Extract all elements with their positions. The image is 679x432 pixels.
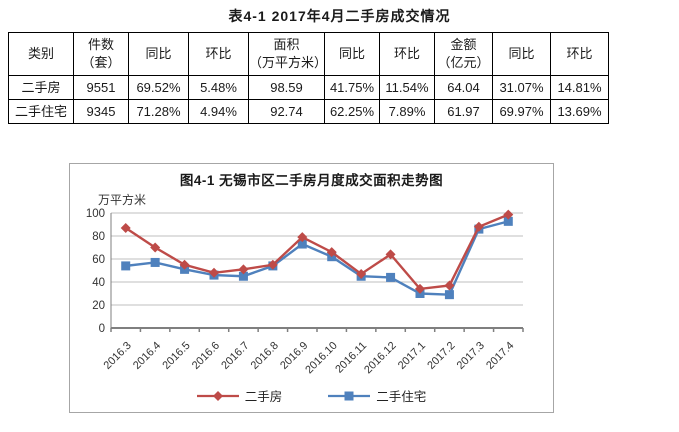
data-point-square <box>503 216 513 226</box>
y-axis-unit-label: 万平方米 <box>98 193 147 207</box>
data-point-diamond <box>503 209 514 220</box>
table-cell: 二手住宅 <box>8 99 74 124</box>
data-point-diamond <box>120 222 131 233</box>
table-row: 二手房 9551 69.52% 5.48% 98.59 41.75% 11.54% 64.04… <box>8 75 609 100</box>
table-cell: 69.52% <box>128 75 189 100</box>
table-cell: 92.74 <box>248 99 325 124</box>
chart-title: 图4-1 无锡市区二手房月度成交面积走势图 <box>179 173 444 188</box>
table-cell: 13.69% <box>550 99 609 124</box>
data-point-diamond <box>179 259 190 270</box>
table-cell: 62.25% <box>324 99 380 124</box>
data-point-square <box>238 271 248 281</box>
data-point-diamond <box>297 232 308 243</box>
data-point-square <box>386 272 396 282</box>
data-point-diamond <box>473 221 484 232</box>
table-cell: 4.94% <box>188 99 249 124</box>
x-axis-tick-label: 2016.7 <box>219 340 251 372</box>
table-header-cell: 环比 <box>188 32 249 76</box>
data-point-diamond <box>150 242 161 253</box>
legend-label: 二手房 <box>244 390 283 404</box>
table-header-cell: 金额 （亿元） <box>434 32 493 76</box>
table-header-cell: 类别 <box>8 32 74 76</box>
table-cell: 14.81% <box>550 75 609 100</box>
trend-line-chart: 0204060801002016.32016.42016.52016.62016… <box>86 208 524 377</box>
x-axis-tick-label: 2017.2 <box>425 340 457 372</box>
square-marker-icon <box>328 391 371 400</box>
table-header-cell: 同比 <box>128 32 189 76</box>
data-point-square <box>121 261 131 271</box>
data-point-diamond <box>444 280 455 291</box>
y-axis-tick-label: 100 <box>86 208 105 220</box>
data-point-square <box>150 257 160 267</box>
table-header-cell: 件数 （套） <box>73 32 129 76</box>
table-cell: 69.97% <box>492 99 551 124</box>
legend-item: 二手房 <box>196 386 283 405</box>
table-cell: 11.54% <box>379 75 435 100</box>
y-axis-tick-label: 60 <box>92 254 105 266</box>
table-cell: 9345 <box>73 99 129 124</box>
table-cell: 71.28% <box>128 99 189 124</box>
table-cell: 31.07% <box>492 75 551 100</box>
data-point-diamond <box>326 247 337 258</box>
table-header-cell: 环比 <box>379 32 435 76</box>
table-cell: 二手房 <box>8 75 74 100</box>
data-point-diamond <box>415 283 425 294</box>
x-axis-tick-label: 2016.5 <box>160 340 192 372</box>
data-point-diamond <box>238 264 249 275</box>
table-header: 类别 件数 （套） 同比 环比 面积 （万平方米） 同比 环比 金额 （亿元） 同比 环比 <box>8 32 609 76</box>
x-axis-tick-label: 2016.4 <box>131 340 163 372</box>
data-point-diamond <box>385 249 396 260</box>
x-axis-tick-label: 2017.3 <box>455 340 487 372</box>
data-point-diamond <box>209 267 219 278</box>
x-axis-tick-label: 2016.10 <box>303 340 340 377</box>
table-cell: 5.48% <box>188 75 249 100</box>
legend-item: 二手住宅 <box>328 386 426 405</box>
trend-chart-panel: 图4-1 无锡市区二手房月度成交面积走势图 万平方米 0 20 40 60 80 100 2… <box>69 163 554 413</box>
data-point-diamond <box>356 268 367 279</box>
data-point-square <box>297 239 307 249</box>
table-cell: 64.04 <box>434 75 493 100</box>
table-header-cell: 环比 <box>550 32 609 76</box>
x-axis-tick-label: 2017.4 <box>484 340 516 372</box>
chart-legend: 二手房 二手住宅 <box>70 386 553 405</box>
table-cell: 61.97 <box>434 99 493 124</box>
x-axis-tick-label: 2016.3 <box>102 340 134 372</box>
table-header-cell: 面积 （万平方米） <box>248 32 327 76</box>
transactions-table: 类别 件数 （套） 同比 环比 面积 （万平方米） 同比 环比 金额 （亿元） 同比 环比 二手房… <box>8 32 609 124</box>
y-axis-tick-label: 40 <box>92 277 105 289</box>
series-line-二手房 <box>125 213 509 291</box>
table-header-cell: 同比 <box>492 32 551 76</box>
table-cell: 9551 <box>73 75 129 100</box>
table-cell: 98.59 <box>248 75 325 100</box>
table-cell: 41.75% <box>324 75 380 100</box>
diamond-marker-icon <box>196 390 239 401</box>
x-axis-tick-label: 2016.8 <box>249 340 281 372</box>
series-line-二手住宅 <box>125 220 509 296</box>
x-axis-tick-label: 2016.6 <box>190 340 222 372</box>
table-body: 二手房 9551 69.52% 5.48% 98.59 41.75% 11.54% 64.04… <box>8 75 609 124</box>
y-axis-tick-label: 20 <box>92 300 105 312</box>
y-axis-tick-label: 0 <box>99 323 105 335</box>
y-axis-tick-label: 80 <box>92 231 105 243</box>
table-header-row: 类别 件数 （套） 同比 环比 面积 （万平方米） 同比 环比 金额 （亿元） 同比 环比 <box>8 32 609 76</box>
table-row: 二手住宅 9345 71.28% 4.94% 92.74 62.25% 7.89% 61.97… <box>8 99 609 124</box>
x-axis-tick-label: 2017.1 <box>396 340 428 372</box>
table-header-cell: 同比 <box>324 32 380 76</box>
table-cell: 7.89% <box>379 99 435 124</box>
x-axis-tick-label: 2016.12 <box>362 340 399 377</box>
data-point-diamond <box>267 259 278 270</box>
legend-label: 二手住宅 <box>376 390 427 404</box>
data-point-square <box>444 290 454 300</box>
table-title: 表4-1 2017年4月二手房成交情况 <box>228 8 451 24</box>
